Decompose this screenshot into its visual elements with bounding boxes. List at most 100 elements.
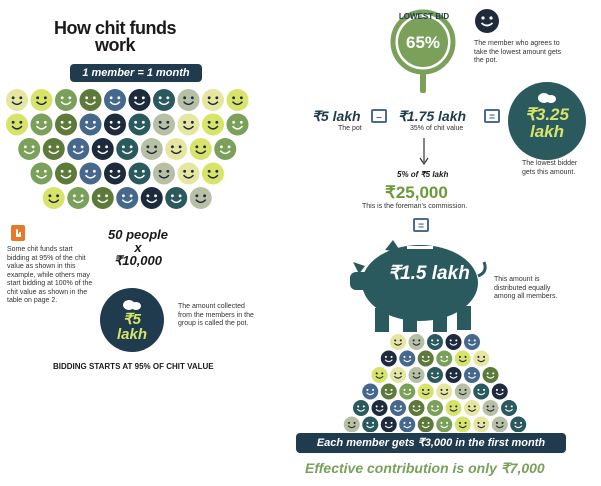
faces-grid-right xyxy=(343,334,527,432)
smiley-face-icon xyxy=(140,138,163,160)
smiley-face-icon xyxy=(417,416,434,432)
page-title: How chit funds work xyxy=(40,18,190,55)
smiley-face-icon xyxy=(371,400,388,416)
title-line-1: How chit funds xyxy=(54,18,177,38)
smiley-face-icon xyxy=(399,350,416,367)
smiley-face-icon xyxy=(353,400,369,416)
smiley-face-icon xyxy=(482,400,499,416)
smiley-face-icon xyxy=(67,138,90,160)
pot-circle: ₹5 lakh xyxy=(100,288,164,352)
smiley-face-icon xyxy=(408,400,425,416)
lowest-bid-magnifier xyxy=(390,9,456,93)
smiley-face-icon xyxy=(30,113,53,136)
bidding-starts: BIDDING STARTS AT 95% OF CHIT VALUE xyxy=(53,362,214,371)
result-value: ₹3.25 lakh xyxy=(508,106,586,140)
smiley-face-icon xyxy=(473,350,490,367)
smiley-face-icon xyxy=(116,138,139,160)
equals-sign: = xyxy=(484,109,500,123)
smiley-face-icon xyxy=(189,187,212,209)
piggy-bank-icon xyxy=(350,240,487,332)
money-bag-icon xyxy=(538,93,556,103)
smiley-face-icon xyxy=(79,113,102,136)
smiley-face-icon xyxy=(417,383,434,400)
smiley-face-icon xyxy=(371,367,388,383)
smiley-face-icon xyxy=(30,162,53,185)
smiley-face-icon xyxy=(42,187,65,209)
smiley-face-icon xyxy=(362,416,379,432)
smiley-face-icon xyxy=(501,400,517,416)
smiley-face-icon xyxy=(380,350,397,367)
title-line-2: work xyxy=(94,35,136,55)
equals-sign-2: = xyxy=(413,218,429,232)
smiley-face-icon xyxy=(79,89,102,111)
smiley-face-icon xyxy=(165,187,188,209)
calc-amount: ₹10,000 xyxy=(113,253,163,268)
hand-icon xyxy=(11,225,25,241)
smiley-face-icon xyxy=(55,162,77,185)
smiley-face-icon xyxy=(343,416,360,432)
smiley-face-icon xyxy=(226,89,249,111)
commission-value: ₹25,000 xyxy=(385,183,448,202)
smiley-face-icon xyxy=(399,416,416,432)
faces-grid-left xyxy=(6,89,249,209)
pot-amount: ₹5 lakh xyxy=(312,108,361,124)
smiley-face-icon xyxy=(427,367,443,383)
smiley-face-icon xyxy=(55,113,77,136)
result-value-line-2: lakh xyxy=(529,122,565,141)
commission-formula: 5% of ₹5 lakh xyxy=(397,170,449,179)
smiley-face-icon xyxy=(473,416,490,432)
smiley-face-icon xyxy=(177,162,200,185)
smiley-face-icon xyxy=(128,113,151,136)
smiley-face-icon xyxy=(380,416,397,432)
smiley-face-icon xyxy=(91,187,114,209)
calc-people: 50 people xyxy=(108,227,168,242)
pig-value: ₹1.5 lakh xyxy=(388,263,470,284)
smiley-face-icon xyxy=(189,138,212,160)
each-member-banner: Each member gets ₹3,000 in the first mon… xyxy=(296,433,566,453)
smiley-face-icon xyxy=(445,367,462,383)
smiley-face-icon xyxy=(482,367,499,383)
smiley-face-icon xyxy=(464,334,480,350)
smiley-face-icon xyxy=(473,383,490,400)
smiley-face-icon xyxy=(79,162,102,185)
smiley-face-icon xyxy=(491,416,508,432)
effective-contribution: Effective contribution is only ₹7,000 xyxy=(305,460,545,476)
smiley-face-icon xyxy=(6,113,28,136)
smiley-face-icon xyxy=(202,113,224,136)
smiley-face-icon xyxy=(408,334,425,350)
pot-label: The pot xyxy=(338,125,362,132)
smiley-face-icon xyxy=(153,162,175,185)
smiley-face-icon xyxy=(153,89,175,111)
pot-value-line-2: lakh xyxy=(116,326,147,343)
collected-note: The amount collected from the members in… xyxy=(178,303,254,327)
result-value-line-1: ₹3.25 xyxy=(525,105,569,124)
member-banner: 1 member = 1 month xyxy=(70,64,202,82)
smiley-face-icon xyxy=(55,89,77,111)
smiley-face-icon xyxy=(445,334,462,350)
smiley-face-icon xyxy=(140,187,163,209)
lowest-bidder-note: The lowest bidder gets this amount. xyxy=(522,160,578,176)
smiley-face-icon xyxy=(390,400,406,416)
smiley-face-icon xyxy=(177,113,200,136)
smiley-face-icon xyxy=(445,400,462,416)
smiley-face-icon xyxy=(380,383,397,400)
smiley-face-icon xyxy=(104,162,126,185)
lowest-bid-value: 65% xyxy=(405,33,441,52)
smiley-face-icon xyxy=(408,367,425,383)
smiley-face-icon xyxy=(436,350,453,367)
smiley-face-icon xyxy=(18,138,41,160)
commission-note: This is the foreman's commission. xyxy=(362,203,468,210)
smiley-face-icon xyxy=(390,334,406,350)
smiley-face-icon xyxy=(464,400,480,416)
smiley-face-icon xyxy=(177,89,200,111)
arrow-down-icon xyxy=(419,138,429,166)
member-face-icon xyxy=(475,9,499,33)
smiley-face-icon xyxy=(464,367,480,383)
smiley-face-icon xyxy=(226,113,249,136)
smiley-face-icon xyxy=(454,416,471,432)
smiley-face-icon xyxy=(91,138,114,160)
result-circle: ₹3.25 lakh xyxy=(508,82,586,160)
smiley-face-icon xyxy=(104,113,126,136)
minus-label: 35% of chit value xyxy=(410,125,464,132)
